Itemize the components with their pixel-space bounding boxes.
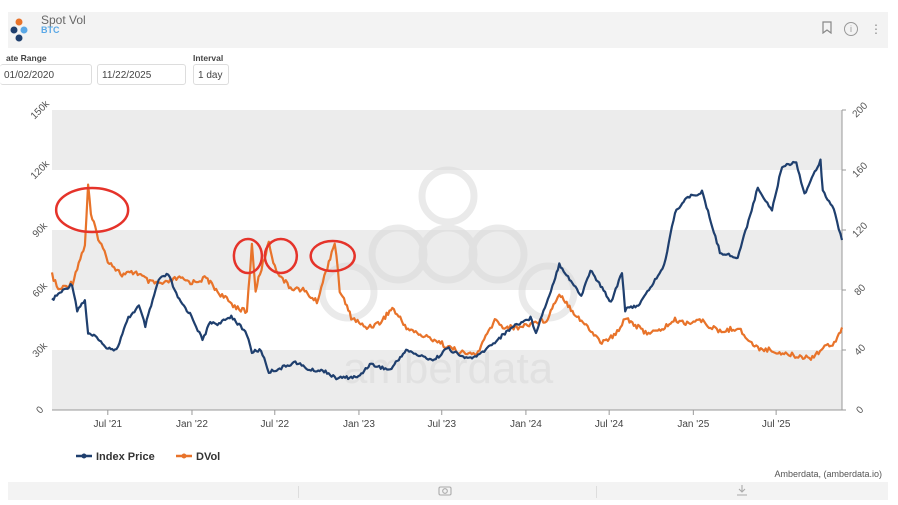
- spot-vol-chart: amberdata 0 30k 60k 90k 120k 150k 0 40 80 120 160 2…: [29, 98, 882, 479]
- y-right-tick-label: 200: [851, 100, 871, 120]
- x-tick-label: Jul '25: [762, 419, 791, 430]
- x-tick-label: Jan '23: [343, 419, 375, 430]
- camera-icon[interactable]: [438, 484, 452, 499]
- x-tick-label: Jul '24: [595, 419, 624, 430]
- y-left-tick-label: 90k: [31, 220, 51, 240]
- dvol-series-line: [50, 183, 844, 361]
- grid-band: [52, 110, 842, 170]
- download-icon[interactable]: [736, 484, 748, 499]
- bookmark-icon[interactable]: [822, 21, 832, 37]
- widget-footer: [8, 482, 888, 500]
- y-right-tick-label: 40: [853, 342, 869, 358]
- highlight-circle: [232, 237, 264, 275]
- chart-credit: Amberdata, (amberdata.io): [774, 469, 882, 479]
- x-tick-label: Jul '23: [427, 419, 456, 430]
- end-date-input[interactable]: 11/22/2025: [97, 64, 186, 85]
- start-date-input[interactable]: 01/02/2020: [0, 64, 92, 85]
- chart-controls: ate Range 01/02/2020 11/22/2025 Interval…: [0, 48, 898, 93]
- y-right-tick-label: 80: [853, 282, 869, 298]
- y-right-tick-label: 160: [851, 160, 871, 180]
- highlight-circle: [54, 186, 130, 234]
- y-left-tick-label: 30k: [31, 340, 51, 360]
- x-tick-label: Jan '22: [176, 419, 208, 430]
- grid-band: [52, 350, 842, 410]
- info-icon[interactable]: i: [844, 22, 858, 36]
- kebab-menu-icon[interactable]: ⋮: [870, 22, 882, 36]
- x-tick-label: Jul '22: [260, 419, 289, 430]
- legend-label[interactable]: DVol: [196, 451, 220, 463]
- amberdata-watermark: amberdata: [318, 166, 578, 393]
- y-left-tick-label: 60k: [31, 280, 51, 300]
- widget-subtitle: BTC: [41, 25, 60, 35]
- date-range-label: ate Range: [6, 53, 47, 63]
- y-left-tick-label: 120k: [29, 158, 53, 182]
- highlight-circle: [263, 237, 299, 275]
- highlight-circle: [309, 239, 356, 273]
- y-left-tick-label: 0: [34, 404, 46, 416]
- widget-header: Spot Vol BTC i ⋮: [8, 12, 888, 48]
- amberdata-logo-icon: [10, 18, 28, 42]
- watermark-text: amberdata: [343, 344, 554, 393]
- interval-select[interactable]: 1 day: [193, 64, 229, 85]
- legend: Index Price DVol: [76, 451, 220, 463]
- x-tick-label: Jul '21: [94, 419, 123, 430]
- interval-label: Interval: [193, 53, 224, 63]
- index-price-series-line: [51, 158, 844, 381]
- legend-label[interactable]: Index Price: [96, 451, 155, 463]
- y-right-tick-label: 0: [854, 404, 866, 416]
- legend-marker: [181, 453, 187, 459]
- y-right-tick-label: 120: [851, 220, 871, 240]
- y-left-tick-label: 150k: [29, 98, 53, 122]
- x-tick-label: Jan '24: [510, 419, 542, 430]
- legend-marker: [81, 453, 87, 459]
- x-tick-label: Jan '25: [677, 419, 709, 430]
- widget-title: Spot Vol: [41, 13, 86, 27]
